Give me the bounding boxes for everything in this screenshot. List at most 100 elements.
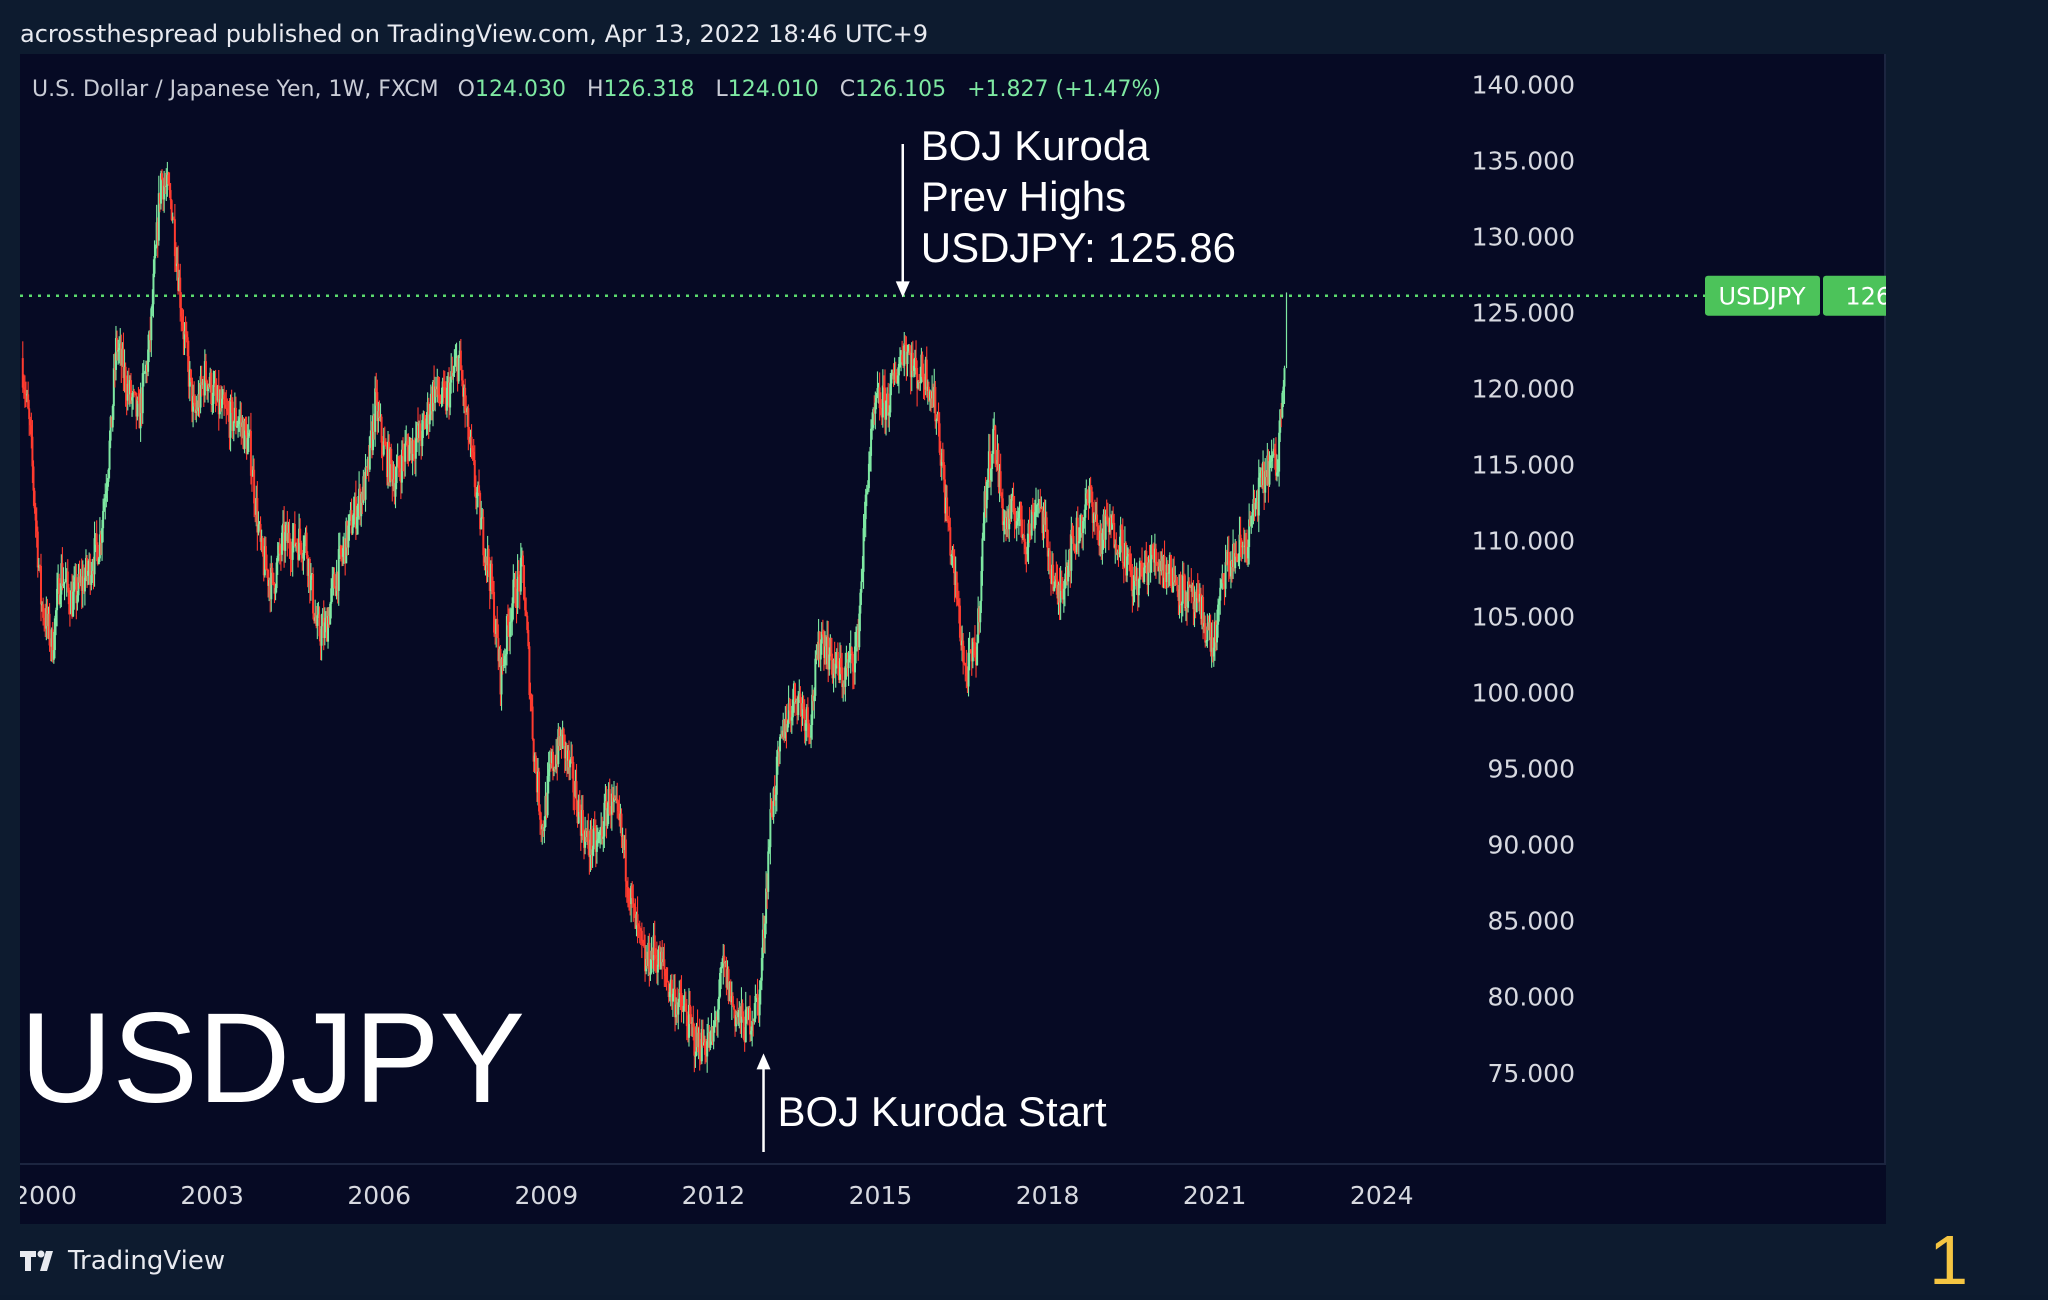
candle	[442, 370, 445, 404]
candle	[1148, 544, 1151, 573]
candle	[1086, 489, 1089, 506]
candle	[617, 800, 620, 820]
candle	[1081, 514, 1084, 549]
candle	[484, 548, 487, 576]
time-axis[interactable]: 2000 2003 2006 2009 2012 2015 2018 2021 2024	[20, 1181, 1414, 1210]
candle	[611, 786, 614, 816]
candle	[201, 378, 204, 389]
candle	[269, 563, 272, 613]
candle	[640, 922, 643, 959]
candle	[488, 557, 491, 610]
candle	[1157, 552, 1160, 572]
candle	[954, 556, 957, 598]
candle	[1271, 451, 1274, 469]
candle	[704, 1035, 707, 1065]
legend-l-value: 124.010	[728, 77, 819, 102]
candle	[734, 1009, 737, 1037]
candle	[1059, 565, 1062, 620]
candle	[263, 536, 266, 578]
candle	[452, 366, 455, 393]
candle	[994, 424, 997, 468]
candle	[746, 1006, 749, 1026]
candle	[177, 245, 180, 295]
candle	[38, 564, 41, 573]
candle	[424, 414, 427, 430]
candle	[235, 420, 238, 428]
candle	[798, 679, 801, 703]
candle	[144, 360, 147, 384]
candle	[499, 645, 502, 706]
candle	[515, 588, 518, 624]
candle	[518, 574, 521, 610]
candle	[430, 386, 433, 421]
candle	[877, 382, 880, 404]
candle	[61, 547, 64, 591]
chart-area[interactable]: U.S. Dollar / Japanese Yen, 1W, FXCM O12…	[20, 54, 1886, 1224]
candle	[730, 981, 733, 1021]
candle	[664, 968, 667, 988]
candle	[317, 601, 320, 618]
candle	[1074, 545, 1077, 560]
candle	[1030, 504, 1033, 540]
candle	[796, 695, 799, 725]
candle	[997, 443, 1000, 494]
candle	[589, 820, 592, 872]
candle	[1238, 516, 1241, 570]
candle	[22, 374, 25, 399]
candle	[297, 538, 300, 568]
candle	[156, 217, 159, 258]
candle	[831, 653, 834, 684]
candle	[407, 433, 410, 467]
candle	[813, 687, 816, 719]
candle	[131, 393, 134, 417]
candle	[148, 330, 151, 363]
price-tag-symbol-bg	[1705, 275, 1820, 316]
price-axis[interactable]: 140.000 135.000 130.000 125.000 120.000 115.0…	[1472, 70, 1575, 1087]
candle	[939, 441, 942, 478]
candle	[355, 505, 358, 535]
candle	[188, 361, 191, 402]
candle	[335, 559, 338, 600]
candle	[1256, 489, 1259, 522]
tradingview-logo[interactable]: TradingView	[20, 1246, 225, 1276]
candle	[616, 782, 619, 819]
candle	[576, 800, 579, 828]
candle	[1134, 566, 1137, 587]
candle	[678, 980, 681, 1008]
candle	[224, 392, 227, 409]
candle	[161, 169, 164, 181]
candle	[1105, 499, 1108, 521]
candle	[158, 192, 161, 213]
candle	[359, 483, 362, 526]
candle	[923, 373, 926, 401]
candle	[1169, 554, 1172, 589]
candle	[681, 995, 684, 1013]
candle	[398, 455, 401, 482]
candle	[194, 394, 197, 420]
candle	[502, 650, 505, 671]
price-chart[interactable]: U.S. Dollar / Japanese Yen, 1W, FXCM O12…	[20, 54, 1886, 1224]
candle	[1186, 592, 1189, 626]
candle	[282, 510, 285, 550]
candle	[1069, 534, 1072, 588]
candle	[938, 412, 941, 456]
candle	[917, 379, 920, 390]
candle	[1106, 502, 1109, 527]
candle	[599, 827, 602, 849]
candle	[580, 795, 583, 843]
candle	[454, 344, 457, 367]
candle	[672, 974, 675, 1002]
candle	[772, 786, 775, 824]
candle	[1191, 582, 1194, 598]
candle	[904, 335, 907, 352]
candle	[620, 808, 623, 849]
candle	[307, 558, 310, 594]
candle	[203, 349, 206, 403]
candle	[1206, 613, 1209, 648]
candle	[858, 605, 861, 651]
candle	[278, 538, 281, 565]
candle	[1044, 499, 1047, 532]
y-tick-label: 100.000	[1472, 679, 1575, 708]
candle	[1243, 529, 1246, 563]
candle	[713, 1006, 716, 1033]
